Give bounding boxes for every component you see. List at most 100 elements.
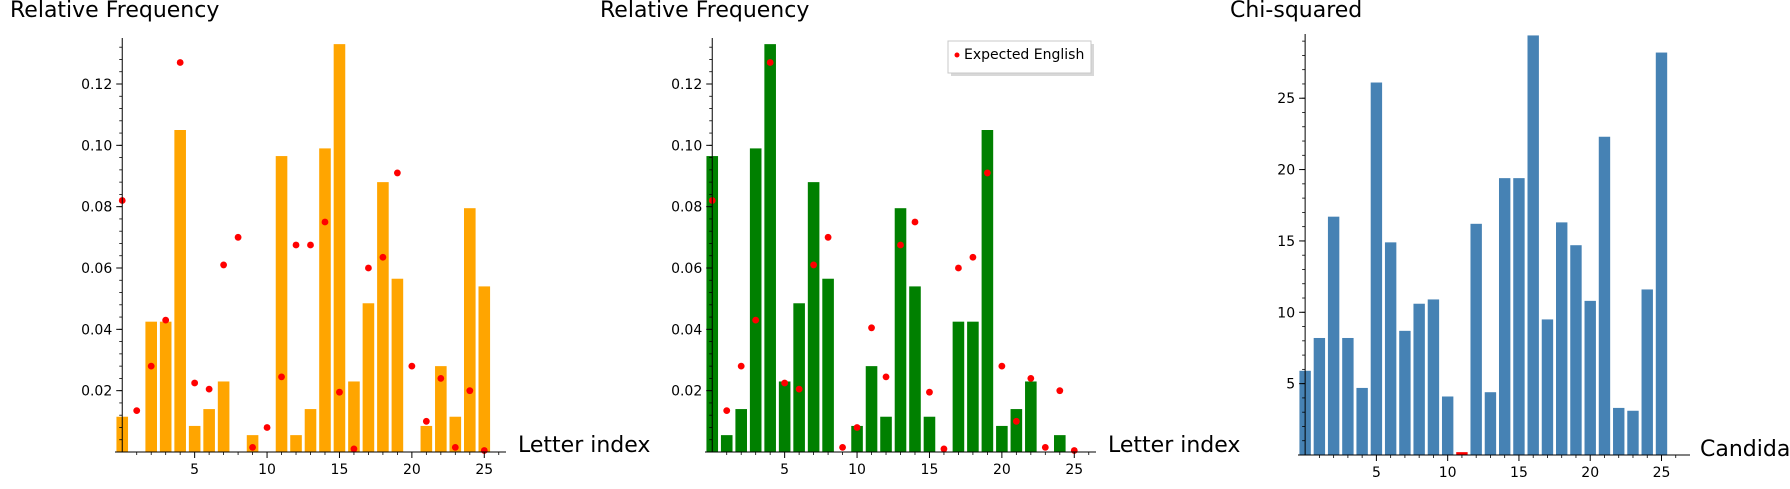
expected-point-16 xyxy=(350,445,358,453)
bar-15 xyxy=(333,44,346,452)
bar-19 xyxy=(1570,245,1582,455)
expected-point-3 xyxy=(162,316,170,324)
bar-9 xyxy=(246,435,259,452)
expected-point-19 xyxy=(393,169,401,177)
bar-10 xyxy=(851,425,863,452)
expected-point-17 xyxy=(365,264,372,272)
bar-24 xyxy=(1054,435,1066,452)
chart-1-legend: Expected English xyxy=(947,40,1094,76)
bar-5 xyxy=(778,381,791,452)
bar-20 xyxy=(996,425,1008,452)
expected-point-19 xyxy=(983,169,991,177)
bar-24 xyxy=(1641,289,1653,455)
x-tick-label-10: 10 xyxy=(848,462,866,478)
legend-box xyxy=(947,40,1092,74)
bar-24 xyxy=(464,208,476,452)
chart-1-marks: 0.02 0.04 0.06 0.08 0.10 0.12 5 10 15 20 25 xyxy=(671,38,1096,478)
bar-6 xyxy=(1384,242,1397,455)
x-tick-label-25: 25 xyxy=(475,462,493,478)
bar-17 xyxy=(1541,319,1554,455)
expected-point-11 xyxy=(868,324,875,332)
bar-15 xyxy=(923,416,936,452)
y-tick-label-0.10: 0.10 xyxy=(671,138,702,154)
bar-13 xyxy=(1484,392,1497,455)
expected-point-13 xyxy=(897,241,904,249)
bar-3 xyxy=(1342,337,1354,455)
bar-20 xyxy=(1584,300,1596,455)
x-tick-label-25: 25 xyxy=(1065,462,1083,478)
x-tick-label-15: 15 xyxy=(331,462,349,478)
chart-2-marks: 5 10 15 20 25 5 10 15 20 25 xyxy=(1277,34,1690,481)
bar-21 xyxy=(1598,136,1611,455)
bar-2 xyxy=(735,409,747,452)
x-tick-label-15: 15 xyxy=(921,462,939,478)
bar-14 xyxy=(909,286,921,452)
x-tick-label-5: 5 xyxy=(190,462,199,478)
expected-point-18 xyxy=(969,253,977,261)
expected-point-12 xyxy=(882,373,890,381)
bar-3 xyxy=(159,321,172,452)
expected-point-1 xyxy=(723,407,731,414)
y-tick-label-0.02: 0.02 xyxy=(671,384,702,400)
expected-point-14 xyxy=(911,218,919,226)
bar-14 xyxy=(319,148,331,452)
chart-0-ylabel: Relative Frequency xyxy=(10,0,219,23)
bar-21 xyxy=(1010,409,1023,452)
chart-letter-frequency-orange: Relative Frequency Letter index 0.02 0.04… xyxy=(10,0,650,478)
x-tick-label-10: 10 xyxy=(258,462,276,478)
expected-point-7 xyxy=(220,261,228,269)
expected-point-22 xyxy=(1027,375,1035,382)
y-tick-label-5: 5 xyxy=(1286,377,1295,393)
y-tick-label-0.08: 0.08 xyxy=(81,200,112,216)
y-tick-label-10: 10 xyxy=(1277,305,1295,321)
bar-12 xyxy=(290,435,302,452)
bar-4 xyxy=(764,44,776,452)
y-tick-label-0.04: 0.04 xyxy=(671,322,702,338)
chart-0-xlabel: Letter index xyxy=(518,433,650,458)
bar-16 xyxy=(1527,35,1539,456)
y-tick-label-0.10: 0.10 xyxy=(81,138,112,154)
y-tick-label-0.12: 0.12 xyxy=(81,77,112,93)
chart-letter-frequency-green: Relative Frequency Letter index 0.02 0.04… xyxy=(600,0,1240,478)
bar-25 xyxy=(478,286,491,452)
y-tick-label-0.04: 0.04 xyxy=(81,322,112,338)
expected-point-14 xyxy=(321,218,329,226)
chart-1-ylabel: Relative Frequency xyxy=(600,0,809,23)
chart-2-ylabel: Chi-squared xyxy=(1230,0,1362,23)
bar-22 xyxy=(1025,381,1037,452)
y-tick-label-0.12: 0.12 xyxy=(671,77,702,93)
expected-point-3 xyxy=(752,316,760,324)
expected-point-23 xyxy=(1041,444,1049,451)
chart-0-marks: 0.02 0.04 0.06 0.08 0.10 0.12 5 10 15 20 25 xyxy=(81,38,506,478)
expected-point-12 xyxy=(292,241,300,249)
expected-point-8 xyxy=(824,233,832,241)
expected-point-23 xyxy=(451,444,459,451)
x-tick-label-20: 20 xyxy=(1581,465,1599,481)
expected-point-10 xyxy=(263,424,271,431)
bar-14 xyxy=(1498,178,1511,455)
bar-23 xyxy=(1627,410,1639,455)
bar-16 xyxy=(348,381,360,452)
bar-22 xyxy=(435,366,447,452)
bar-7 xyxy=(1399,330,1411,455)
bar-2 xyxy=(1327,216,1340,455)
bar-7 xyxy=(217,381,230,452)
bar-17 xyxy=(362,303,375,452)
chart-2-xlabel: Candida xyxy=(1700,437,1790,462)
x-tick-label-10: 10 xyxy=(1439,465,1457,481)
y-tick-label-15: 15 xyxy=(1277,234,1295,250)
bar-4 xyxy=(1356,387,1368,455)
y-tick-label-0.08: 0.08 xyxy=(671,200,702,216)
expected-point-10 xyxy=(853,424,861,431)
bar-15 xyxy=(1513,178,1525,455)
bar-5 xyxy=(188,425,201,452)
bar-11 xyxy=(865,366,878,452)
bar-12 xyxy=(880,416,892,452)
expected-point-15 xyxy=(926,388,933,396)
bar-11 xyxy=(1456,452,1468,455)
bar-6 xyxy=(203,409,215,452)
bar-6 xyxy=(793,303,805,452)
x-tick-label-15: 15 xyxy=(1510,465,1528,481)
expected-point-4 xyxy=(766,59,774,66)
